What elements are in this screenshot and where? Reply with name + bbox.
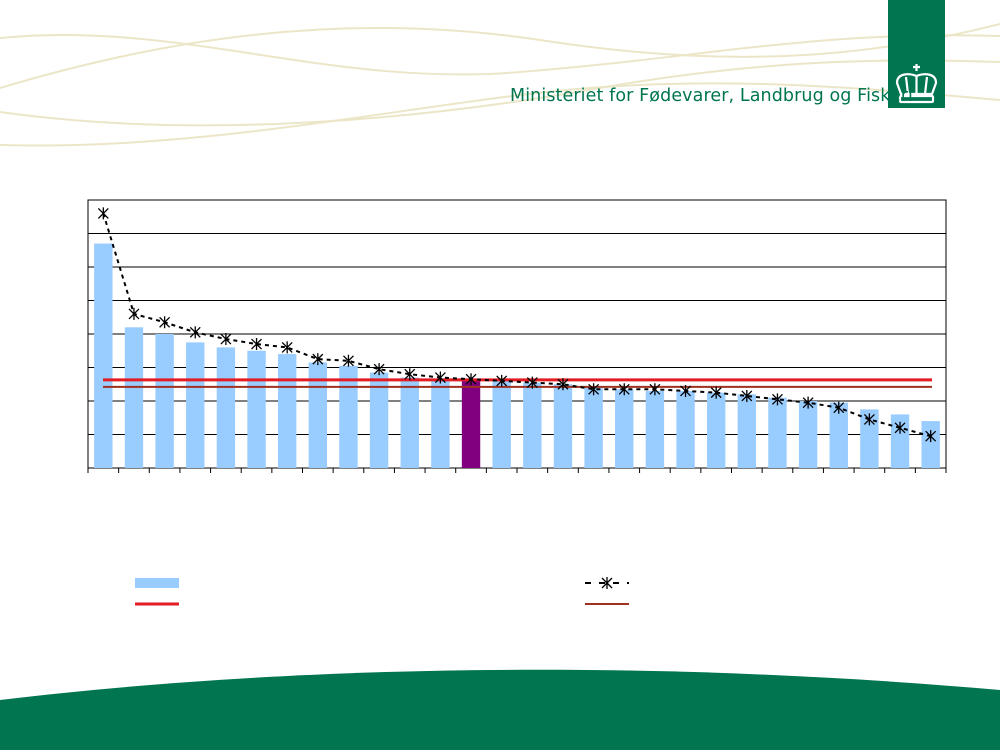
line-point	[128, 307, 140, 320]
line-point	[557, 378, 569, 391]
legend	[135, 577, 629, 606]
line-point	[343, 354, 354, 367]
bar	[890, 414, 910, 468]
line-point	[680, 384, 691, 397]
header-decorative-curves	[0, 23, 1000, 147]
reference-lines	[103, 378, 932, 388]
bar	[400, 377, 419, 468]
line-point	[894, 421, 906, 434]
line-point	[189, 326, 201, 339]
line-series	[97, 207, 937, 443]
line-point	[159, 316, 171, 329]
bar	[798, 401, 818, 468]
crown-icon	[895, 64, 938, 104]
line-point	[281, 341, 293, 354]
bar	[339, 365, 358, 468]
line-point	[526, 376, 538, 389]
bar	[645, 390, 665, 468]
bar	[277, 354, 297, 468]
line-point	[741, 389, 753, 402]
bar	[829, 402, 848, 468]
bar	[369, 372, 389, 468]
line-point	[925, 430, 937, 443]
line-point	[404, 368, 416, 381]
bar	[706, 392, 726, 468]
line-point	[434, 371, 446, 384]
bar-series	[94, 243, 940, 468]
ministry-name: Ministeriet for Fødevarer, Landbrug og F…	[510, 86, 913, 106]
bar	[492, 380, 511, 468]
line-point	[496, 374, 508, 387]
bar	[737, 394, 757, 468]
line-point	[772, 393, 783, 406]
line-point	[97, 207, 109, 220]
bar	[216, 347, 236, 468]
line-point	[802, 396, 814, 409]
line-point	[312, 353, 324, 366]
line-point	[220, 333, 232, 346]
line-point	[251, 338, 262, 351]
line-point	[649, 383, 661, 396]
bar	[553, 384, 573, 468]
bar	[155, 334, 174, 468]
bar	[94, 243, 113, 468]
line-point	[618, 383, 630, 396]
bar	[247, 350, 266, 468]
legend-swatch-bar	[135, 578, 179, 588]
ministry-logo	[888, 0, 945, 108]
line-point	[710, 386, 722, 399]
line-point	[465, 373, 477, 386]
bar	[186, 342, 205, 468]
line-point	[373, 363, 385, 376]
legend-star-marker	[601, 577, 613, 589]
bar	[124, 327, 144, 468]
line-path	[102, 213, 931, 438]
bar	[615, 389, 634, 468]
bar	[584, 387, 603, 468]
bar-highlight	[461, 379, 481, 468]
line-point	[863, 413, 875, 426]
bar	[523, 382, 542, 468]
bar	[676, 390, 695, 468]
line-point	[588, 383, 600, 396]
bar	[308, 362, 328, 468]
bar	[768, 397, 787, 468]
bar	[431, 379, 450, 468]
bar	[921, 421, 940, 468]
footer-wave	[0, 669, 1000, 750]
chart	[87, 199, 947, 606]
line-point	[833, 401, 845, 414]
